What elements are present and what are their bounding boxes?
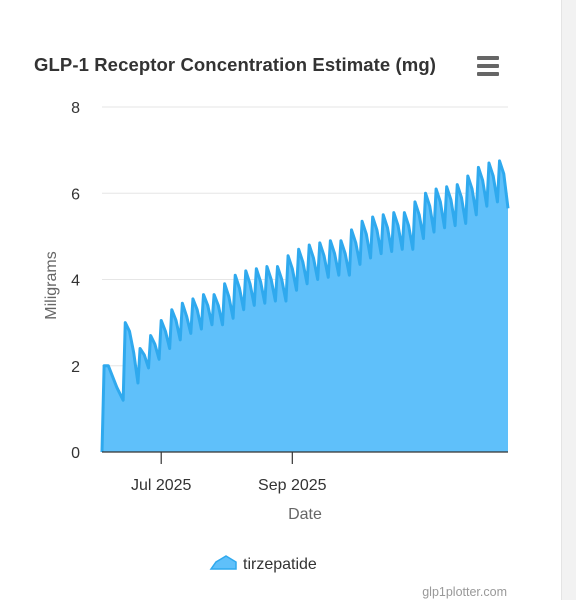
series-line-tirzepatide[interactable] xyxy=(100,159,510,453)
y-axis-ticks: 0 2 4 6 8 xyxy=(71,100,80,462)
y-tick-label: 0 xyxy=(71,445,80,462)
y-tick-label: 6 xyxy=(71,186,80,203)
x-axis-title: Date xyxy=(288,506,322,523)
scrollbar-track xyxy=(561,0,576,600)
x-tick-label: Jul 2025 xyxy=(131,477,192,494)
x-axis-ticks: Jul 2025 Sep 2025 xyxy=(131,452,327,494)
y-tick-label: 4 xyxy=(71,273,80,290)
legend-area-icon xyxy=(209,555,237,570)
series-area-tirzepatide[interactable] xyxy=(102,160,508,452)
chart-title: GLP-1 Receptor Concentration Estimate (m… xyxy=(34,54,437,75)
legend-item[interactable]: tirzepatide xyxy=(209,555,317,573)
credits-link[interactable]: glp1plotter.com xyxy=(422,585,507,599)
x-tick-label: Sep 2025 xyxy=(258,477,327,494)
plot-area xyxy=(100,159,510,453)
y-tick-label: 2 xyxy=(71,359,80,376)
y-axis-title: Miligrams xyxy=(43,251,60,319)
y-tick-label: 8 xyxy=(71,100,80,117)
legend-label: tirzepatide xyxy=(243,556,317,573)
chart-menu-button[interactable] xyxy=(474,54,502,78)
